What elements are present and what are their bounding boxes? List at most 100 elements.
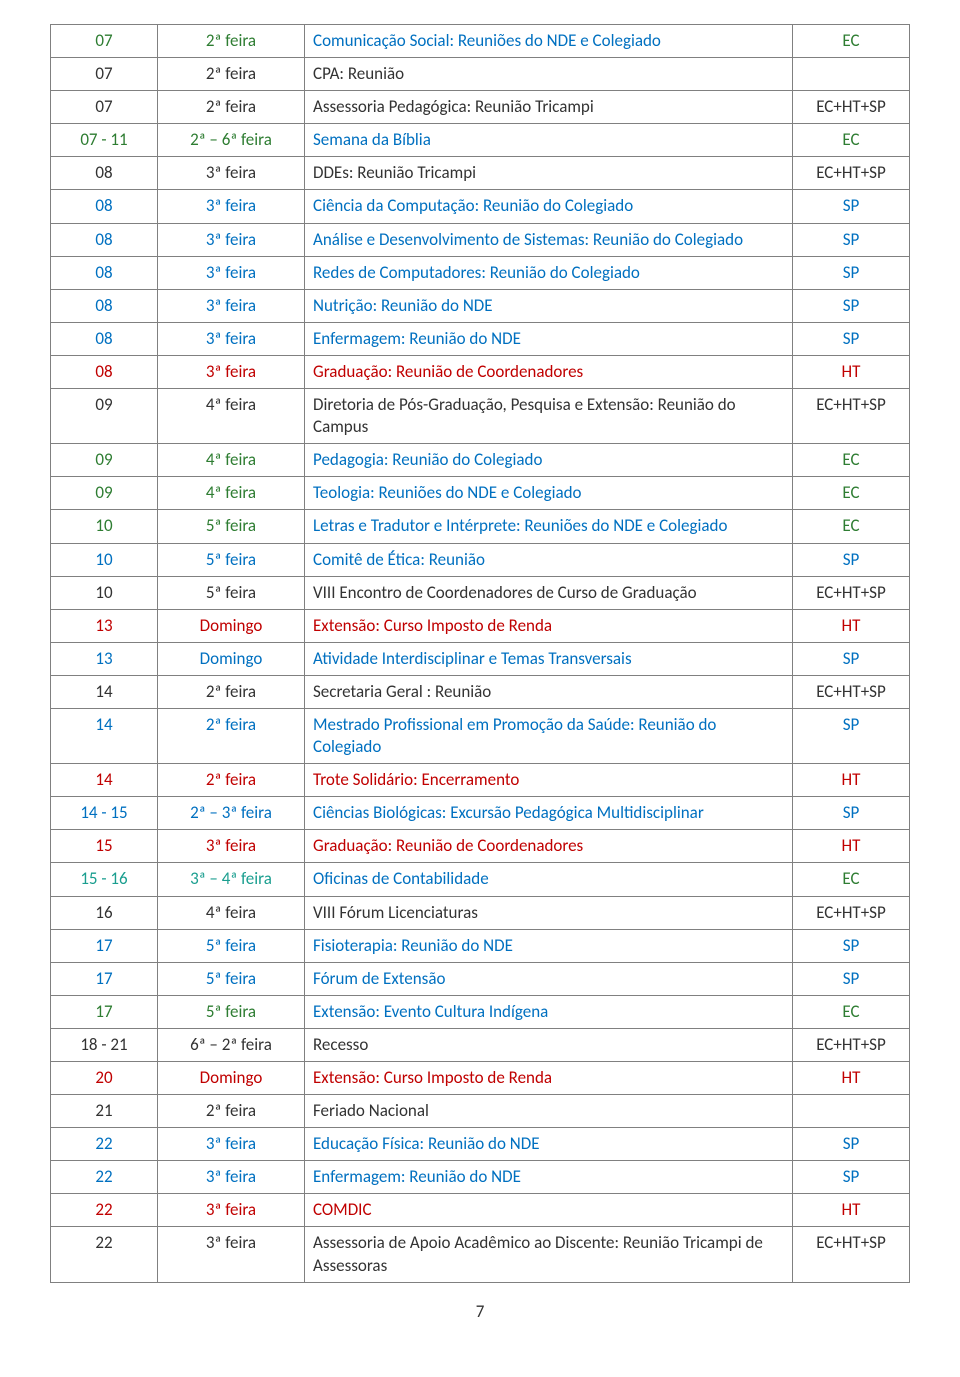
table-row: 142ª feiraTrote Solidário: EncerramentoH…	[51, 764, 910, 797]
cell-location: EC+HT+SP	[793, 389, 910, 444]
schedule-table-body: 072ª feiraComunicação Social: Reuniões d…	[51, 25, 910, 1283]
table-row: 105ª feiraLetras e Tradutor e Intérprete…	[51, 510, 910, 543]
cell-location: HT	[793, 1062, 910, 1095]
cell-location: HT	[793, 355, 910, 388]
cell-description: Graduação: Reunião de Coordenadores	[305, 830, 793, 863]
cell-description: Comitê de Ética: Reunião	[305, 543, 793, 576]
cell-date: 16	[51, 896, 158, 929]
cell-day: 2ª feira	[158, 91, 305, 124]
cell-description: Semana da Bíblia	[305, 124, 793, 157]
cell-day: 3ª feira	[158, 1128, 305, 1161]
cell-day: 3ª – 4ª feira	[158, 863, 305, 896]
cell-day: 3ª feira	[158, 830, 305, 863]
cell-description: Atividade Interdisciplinar e Temas Trans…	[305, 642, 793, 675]
page-number: 7	[50, 1301, 910, 1322]
table-row: 164ª feiraVIII Fórum LicenciaturasEC+HT+…	[51, 896, 910, 929]
cell-date: 22	[51, 1161, 158, 1194]
cell-location: EC+HT+SP	[793, 896, 910, 929]
table-row: 175ª feiraFisioterapia: Reunião do NDESP	[51, 929, 910, 962]
cell-date: 10	[51, 543, 158, 576]
schedule-table: 072ª feiraComunicação Social: Reuniões d…	[50, 24, 910, 1283]
cell-location: SP	[793, 929, 910, 962]
cell-location: HT	[793, 1194, 910, 1227]
cell-location	[793, 1095, 910, 1128]
cell-location: SP	[793, 1161, 910, 1194]
cell-day: 3ª feira	[158, 1194, 305, 1227]
cell-location: EC	[793, 25, 910, 58]
cell-description: Ciência da Computação: Reunião do Colegi…	[305, 190, 793, 223]
cell-date: 08	[51, 157, 158, 190]
cell-date: 13	[51, 642, 158, 675]
cell-day: 5ª feira	[158, 929, 305, 962]
cell-location: SP	[793, 256, 910, 289]
cell-day: 5ª feira	[158, 543, 305, 576]
cell-day: 3ª feira	[158, 223, 305, 256]
table-row: 083ª feiraAnálise e Desenvolvimento de S…	[51, 223, 910, 256]
cell-date: 15	[51, 830, 158, 863]
cell-description: CPA: Reunião	[305, 58, 793, 91]
table-row: 15 - 163ª – 4ª feiraOficinas de Contabil…	[51, 863, 910, 896]
cell-location: EC+HT+SP	[793, 1227, 910, 1282]
cell-description: Secretaria Geral : Reunião	[305, 675, 793, 708]
cell-day: 3ª feira	[158, 1227, 305, 1282]
cell-description: Extensão: Curso Imposto de Renda	[305, 609, 793, 642]
cell-date: 10	[51, 510, 158, 543]
cell-day: 2ª – 3ª feira	[158, 797, 305, 830]
table-row: 175ª feiraFórum de ExtensãoSP	[51, 962, 910, 995]
cell-description: Fisioterapia: Reunião do NDE	[305, 929, 793, 962]
table-row: 105ª feiraVIII Encontro de Coordenadores…	[51, 576, 910, 609]
cell-location: HT	[793, 609, 910, 642]
table-row: 223ª feiraCOMDICHT	[51, 1194, 910, 1227]
cell-description: Pedagogia: Reunião do Colegiado	[305, 444, 793, 477]
cell-day: 5ª feira	[158, 995, 305, 1028]
cell-day: 5ª feira	[158, 510, 305, 543]
cell-day: 3ª feira	[158, 322, 305, 355]
cell-location: EC	[793, 124, 910, 157]
cell-day: 4ª feira	[158, 444, 305, 477]
cell-description: Análise e Desenvolvimento de Sistemas: R…	[305, 223, 793, 256]
cell-description: Enfermagem: Reunião do NDE	[305, 322, 793, 355]
table-row: 153ª feiraGraduação: Reunião de Coordena…	[51, 830, 910, 863]
cell-description: Recesso	[305, 1028, 793, 1061]
cell-date: 08	[51, 355, 158, 388]
cell-day: 2ª – 6ª feira	[158, 124, 305, 157]
cell-day: 2ª feira	[158, 764, 305, 797]
cell-day: 5ª feira	[158, 962, 305, 995]
cell-description: VIII Encontro de Coordenadores de Curso …	[305, 576, 793, 609]
cell-date: 14 - 15	[51, 797, 158, 830]
cell-description: Enfermagem: Reunião do NDE	[305, 1161, 793, 1194]
table-row: 072ª feiraCPA: Reunião	[51, 58, 910, 91]
cell-location: HT	[793, 830, 910, 863]
cell-location: EC	[793, 510, 910, 543]
cell-date: 09	[51, 444, 158, 477]
cell-location: SP	[793, 1128, 910, 1161]
cell-date: 22	[51, 1227, 158, 1282]
table-row: 072ª feiraAssessoria Pedagógica: Reunião…	[51, 91, 910, 124]
cell-location: EC	[793, 444, 910, 477]
table-row: 083ª feiraDDEs: Reunião TricampiEC+HT+SP	[51, 157, 910, 190]
table-row: 083ª feiraCiência da Computação: Reunião…	[51, 190, 910, 223]
cell-location: HT	[793, 764, 910, 797]
cell-location: SP	[793, 708, 910, 763]
table-row: 223ª feiraEducação Física: Reunião do ND…	[51, 1128, 910, 1161]
cell-location: EC	[793, 477, 910, 510]
cell-location: SP	[793, 642, 910, 675]
cell-date: 20	[51, 1062, 158, 1095]
table-row: 105ª feiraComitê de Ética: ReuniãoSP	[51, 543, 910, 576]
cell-date: 07 - 11	[51, 124, 158, 157]
cell-date: 10	[51, 576, 158, 609]
table-row: 083ª feiraGraduação: Reunião de Coordena…	[51, 355, 910, 388]
table-row: 083ª feiraRedes de Computadores: Reunião…	[51, 256, 910, 289]
cell-description: Letras e Tradutor e Intérprete: Reuniões…	[305, 510, 793, 543]
cell-description: Fórum de Extensão	[305, 962, 793, 995]
cell-date: 22	[51, 1128, 158, 1161]
cell-description: DDEs: Reunião Tricampi	[305, 157, 793, 190]
cell-description: Ciências Biológicas: Excursão Pedagógica…	[305, 797, 793, 830]
cell-date: 18 - 21	[51, 1028, 158, 1061]
cell-date: 17	[51, 929, 158, 962]
cell-date: 08	[51, 256, 158, 289]
cell-date: 15 - 16	[51, 863, 158, 896]
cell-location: SP	[793, 289, 910, 322]
cell-day: 2ª feira	[158, 675, 305, 708]
cell-day: 6ª – 2ª feira	[158, 1028, 305, 1061]
